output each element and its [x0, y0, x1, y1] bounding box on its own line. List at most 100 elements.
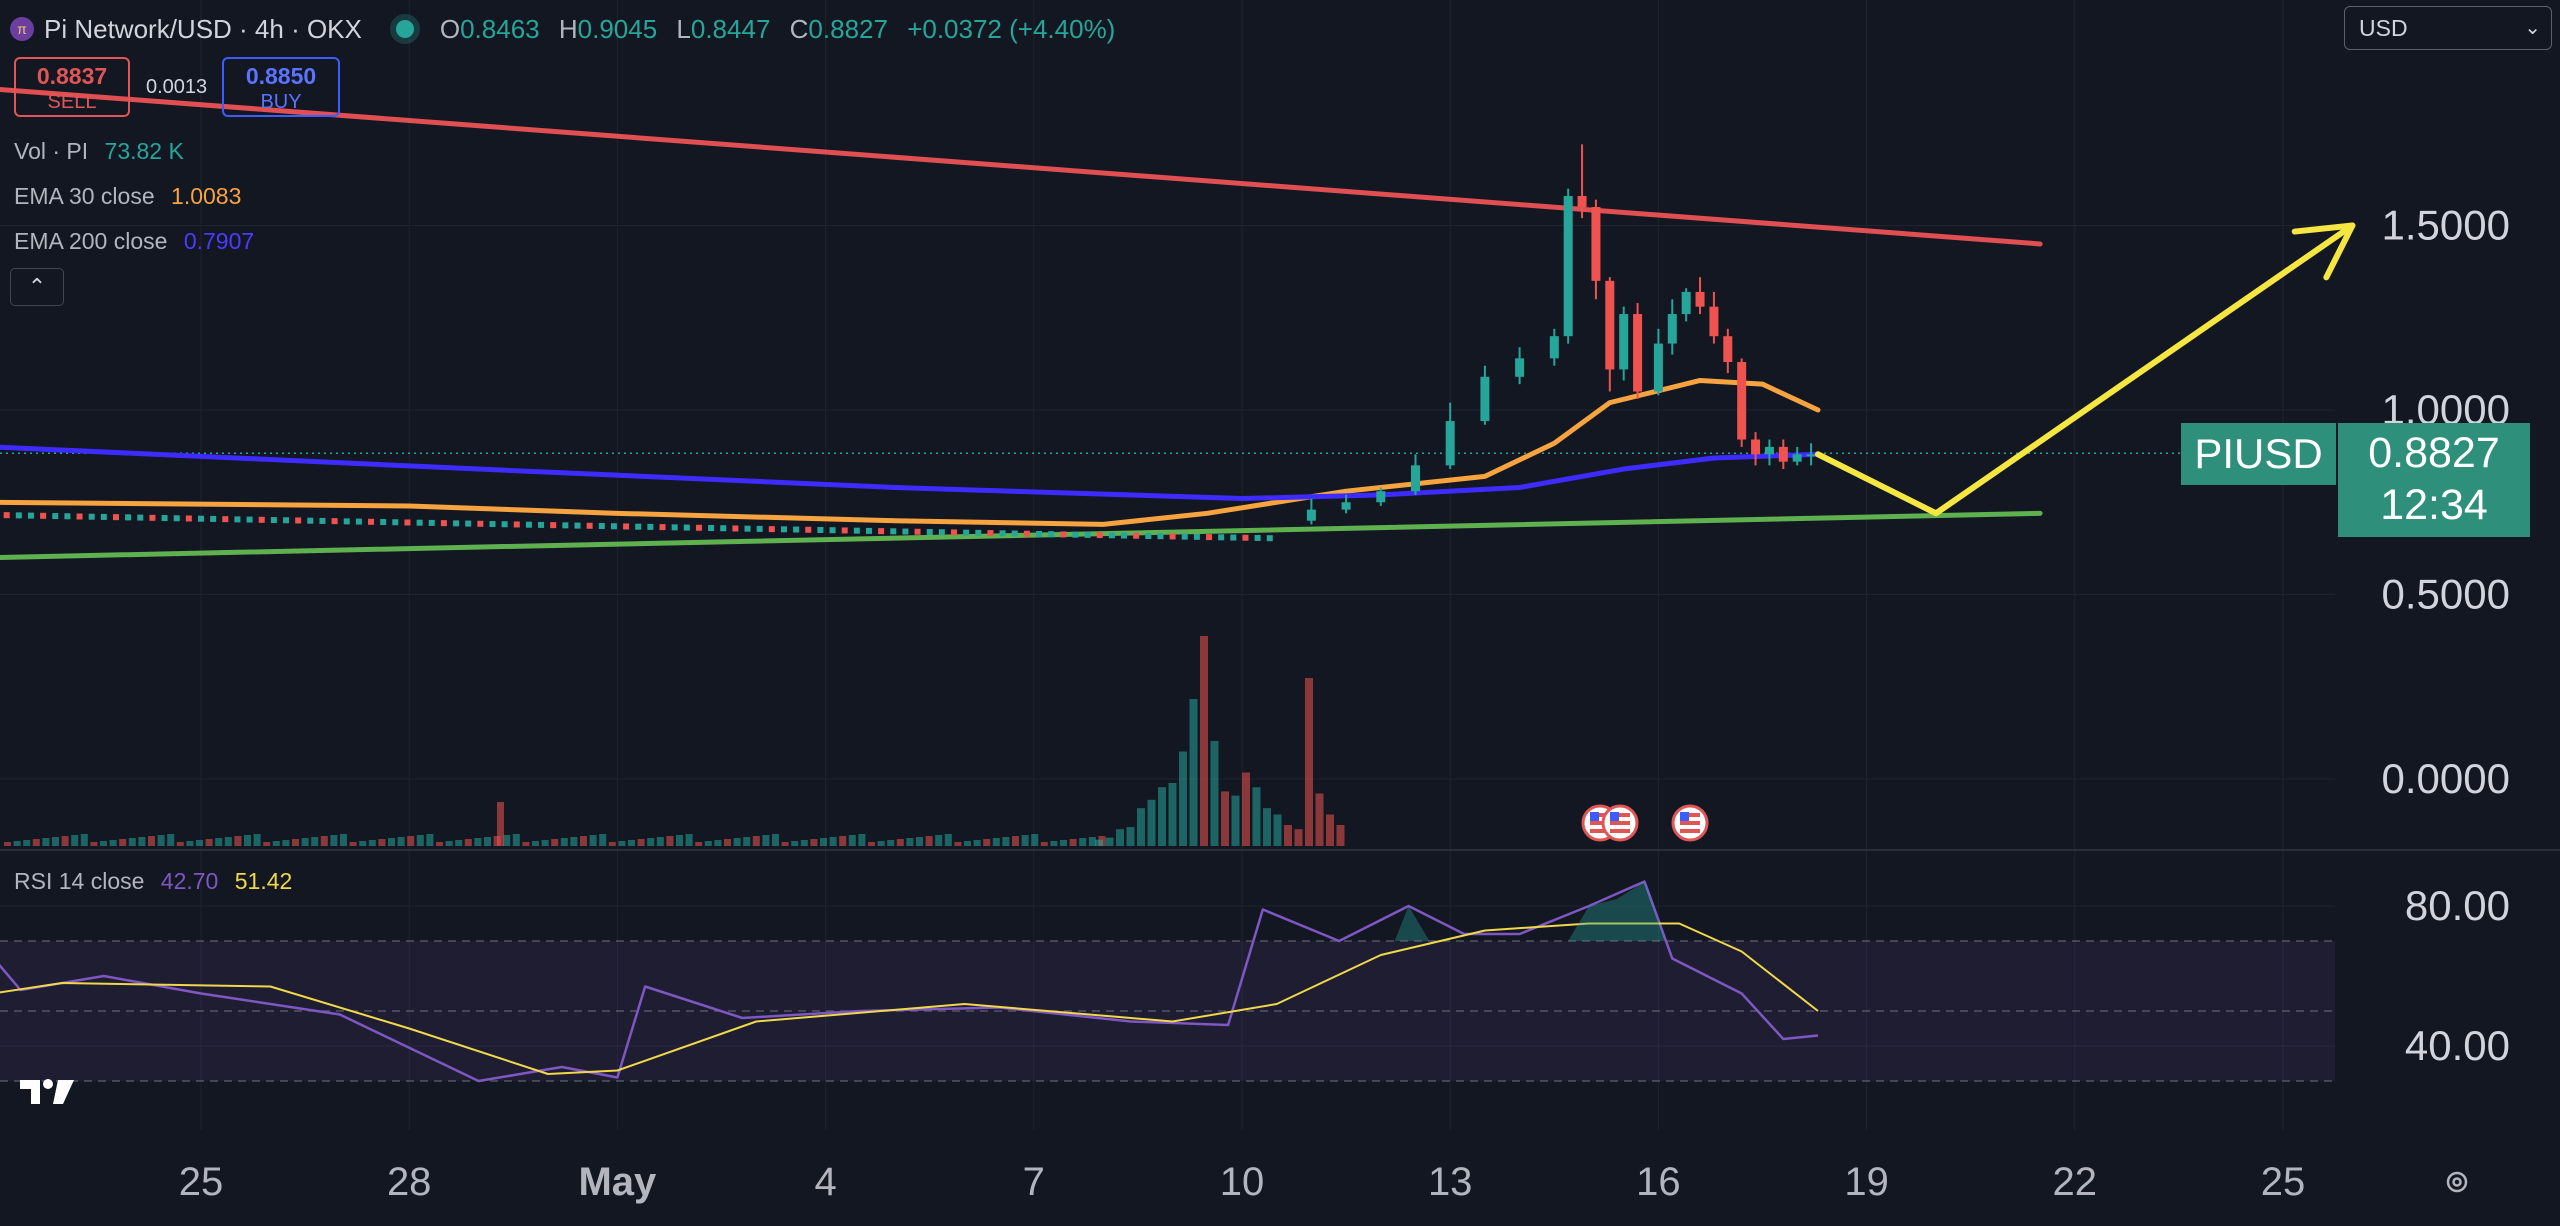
volume-bar [781, 842, 789, 846]
candle-small [185, 515, 192, 522]
volume-bar [445, 841, 453, 846]
time-axis-label: 16 [1636, 1160, 1681, 1204]
time-axis-label: 25 [2261, 1160, 2306, 1204]
volume-bar [839, 836, 847, 846]
candle-small [198, 515, 204, 522]
buy-button[interactable]: 0.8850 BUY [222, 57, 340, 117]
us-flag-event-icon[interactable] [1601, 804, 1639, 842]
volume-bar [205, 839, 213, 846]
open-value: 0.8463 [460, 13, 540, 44]
candle-small [1181, 533, 1188, 540]
ema30-legend[interactable]: EMA 30 close 1.0083 [14, 183, 241, 210]
volume-bar [397, 837, 405, 846]
volume-bar [23, 840, 31, 846]
volume-bar [52, 837, 59, 846]
volume-bar [560, 838, 568, 846]
candle-small [574, 522, 581, 529]
candle-small [586, 522, 593, 529]
candle-small [1023, 530, 1030, 537]
volume-bar [762, 835, 770, 846]
candle-body [1577, 195, 1587, 208]
candle-small [1169, 533, 1176, 540]
flag-stripe [1680, 821, 1700, 825]
candle-body [1563, 195, 1573, 337]
volume-bar [906, 838, 914, 846]
candle-small [732, 525, 739, 532]
candle-small [76, 513, 83, 520]
candle-small [671, 524, 678, 531]
volume-bar [224, 837, 232, 846]
volume-bar [464, 839, 472, 846]
candle-body [1681, 291, 1691, 315]
volume-bar [109, 840, 117, 846]
candle-small [3, 512, 10, 519]
volume-legend[interactable]: Vol · PI 73.82 K [14, 138, 184, 165]
volume-bar [992, 838, 1000, 846]
candle-small [416, 519, 423, 526]
candle-small [489, 521, 496, 528]
volume-bar [311, 837, 319, 846]
flag-stripe [1590, 813, 1610, 817]
settings-gear-icon[interactable] [2440, 1165, 2474, 1199]
volume-bar [330, 835, 338, 846]
candle-small [1011, 530, 1018, 537]
symbol-price-badge: PIUSD [2181, 423, 2336, 485]
volume-bar [1263, 808, 1271, 846]
volume-bar [618, 841, 626, 846]
projection-path [1815, 222, 2356, 517]
candle-small [258, 516, 265, 523]
volume-bar [484, 837, 491, 846]
candle-body [1480, 376, 1490, 422]
volume-bar [1315, 793, 1324, 846]
collapse-legend-button[interactable]: ⌃ [10, 268, 64, 306]
volume-bar [589, 835, 597, 846]
candle-body [1723, 336, 1733, 363]
support-trendline [0, 510, 2043, 560]
volume-bar [1079, 838, 1087, 846]
time-axis-label: 28 [387, 1160, 432, 1204]
price-axis-label: 1.5000 [2382, 202, 2510, 249]
volume-bar [810, 839, 818, 846]
candle-small [453, 520, 460, 527]
candle-small [88, 513, 95, 520]
sell-button[interactable]: 0.8837 SELL [14, 57, 130, 117]
rsi-legend[interactable]: RSI 14 close 42.70 51.42 [14, 868, 292, 895]
volume-bar [1031, 834, 1039, 846]
volume-bar [512, 834, 520, 846]
candle-body [1667, 314, 1677, 344]
candle-small [1048, 531, 1055, 538]
candle-body [1792, 454, 1802, 462]
chevron-down-icon: ⌄ [2524, 17, 2541, 39]
us-flag-event-icon[interactable] [1671, 804, 1709, 842]
volume-bar [196, 840, 203, 846]
volume-bar [167, 834, 175, 846]
volume-bar [695, 842, 703, 846]
candle-small [125, 514, 132, 521]
ema200-legend[interactable]: EMA 200 close 0.7907 [14, 228, 254, 255]
tradingview-logo-icon[interactable] [18, 1076, 78, 1108]
volume-bar [1273, 814, 1282, 846]
candle-small [1254, 534, 1261, 541]
volume-bar [1126, 827, 1135, 846]
currency-select[interactable]: USD ⌄ [2344, 6, 2552, 50]
candle-small [1121, 532, 1128, 539]
volume-bar [1231, 795, 1240, 846]
volume-bar [388, 838, 395, 846]
time-axis-label: 13 [1428, 1160, 1473, 1204]
time-axis-label: 10 [1220, 1160, 1265, 1204]
candle-small [975, 529, 982, 536]
candle-small [926, 528, 933, 535]
candle-small [1096, 532, 1103, 539]
symbol-title[interactable]: Pi Network/USD · 4h · OKX [44, 13, 362, 44]
volume-bar [1002, 837, 1010, 846]
candle-small [501, 521, 508, 528]
ema200-label: EMA 200 close [14, 228, 168, 254]
close-label: C [789, 13, 809, 44]
volume-bar [497, 802, 504, 846]
candle-body [1605, 280, 1615, 370]
volume-bar [1147, 799, 1156, 846]
candle-small [319, 517, 326, 524]
candle-body [1376, 491, 1386, 503]
candle-small [938, 529, 945, 536]
